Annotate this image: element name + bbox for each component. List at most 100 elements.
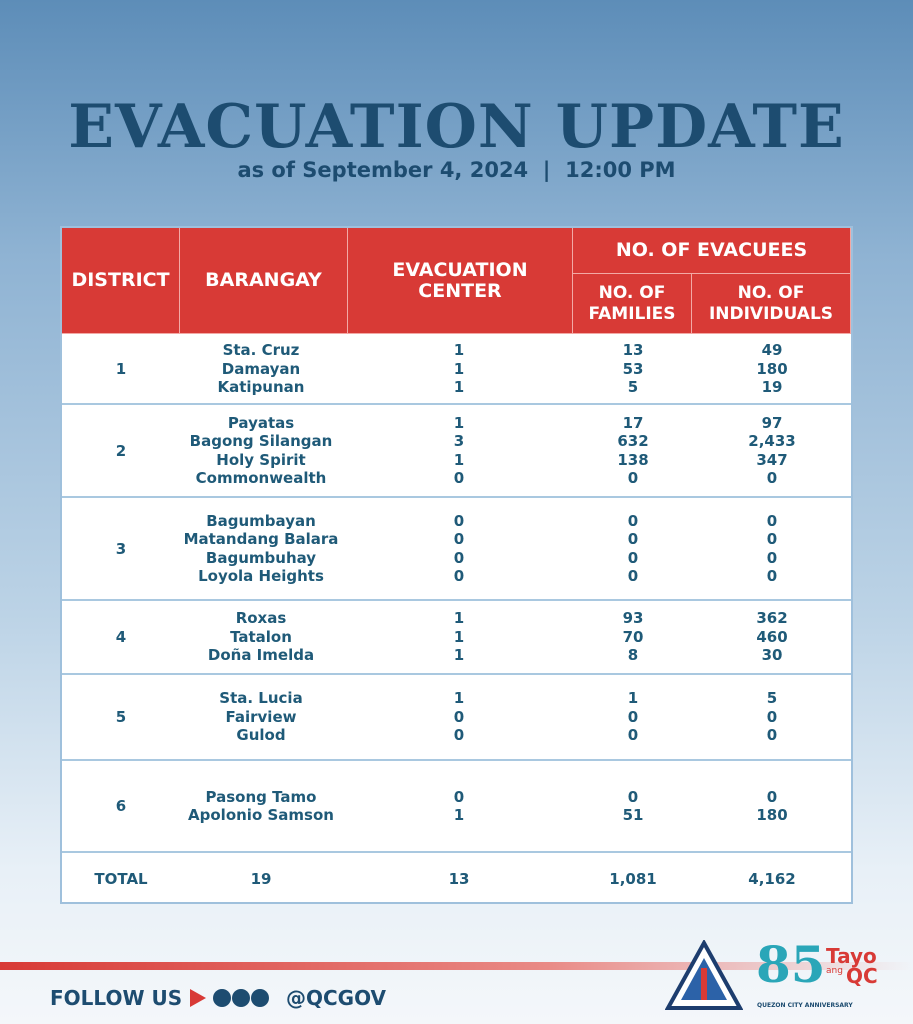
family-count: 17 — [622, 413, 644, 432]
center-count: 0 — [453, 726, 465, 745]
family-count: 0 — [627, 567, 639, 585]
individual-count: 180 — [756, 806, 788, 824]
center-count: 3 — [453, 432, 465, 450]
individual-count: 180 — [756, 359, 788, 378]
center-count: 1 — [453, 450, 465, 469]
barangay: Bagumbayan — [206, 511, 316, 530]
individual-count: 347 — [756, 450, 788, 469]
family-count: 1 — [627, 689, 639, 708]
individual-count: 0 — [766, 726, 778, 745]
individual-count: 2,433 — [748, 432, 796, 450]
center-count: 1 — [453, 646, 465, 665]
family-count: 0 — [627, 530, 639, 548]
title: EVACUATION UPDATE — [68, 92, 845, 162]
individual-count: 0 — [766, 787, 778, 806]
row-divider — [62, 673, 851, 675]
handle: @QCGOV — [286, 986, 387, 1010]
evacuation-table: DISTRICT BARANGAY EVACUATION CENTER NO. OF … — [60, 226, 853, 904]
follow-label: FOLLOW US — [50, 986, 183, 1010]
individual-count: 30 — [761, 646, 783, 665]
center-count: 0 — [453, 707, 465, 726]
social-icons — [190, 989, 269, 1007]
family-count: 0 — [627, 469, 639, 487]
barangay: Holy Spirit — [216, 450, 306, 469]
center-count: 0 — [453, 548, 465, 567]
row-divider — [62, 599, 851, 601]
date: as of September 4, 2024 — [237, 158, 529, 182]
row-divider — [62, 759, 851, 761]
center-count: 0 — [453, 787, 465, 806]
city-seal — [665, 940, 743, 1010]
anniversary-mark: 85 — [756, 935, 826, 994]
header-families: NO. OF FAMILIES — [573, 274, 692, 334]
center-count: 1 — [453, 359, 465, 378]
family-count: 0 — [627, 707, 639, 726]
subtitle: as of September 4, 2024 | 12:00 PM — [237, 158, 676, 182]
individual-count: 19 — [761, 378, 783, 397]
total-value: 13 — [448, 870, 470, 888]
barangay: Matandang Balara — [183, 530, 339, 548]
family-count: 70 — [622, 627, 644, 646]
individual-count: 0 — [766, 707, 778, 726]
center-count: 1 — [453, 378, 465, 397]
individual-count: 0 — [766, 548, 778, 567]
logo-tayo: Tayo — [826, 944, 877, 968]
individual-count: 0 — [766, 567, 778, 585]
family-count: 53 — [622, 359, 644, 378]
barangay: Fairview — [225, 707, 297, 726]
family-count: 13 — [622, 341, 644, 360]
family-count: 0 — [627, 548, 639, 567]
center-count: 0 — [453, 567, 465, 585]
footer-rule — [0, 962, 913, 970]
family-count: 138 — [617, 450, 649, 469]
logo-qc: QC — [846, 964, 878, 988]
individual-count: 362 — [756, 609, 788, 628]
family-count: 0 — [627, 787, 639, 806]
family-count: 5 — [627, 378, 639, 397]
barangay: Sta. Cruz — [222, 341, 300, 360]
district-number: 5 — [115, 708, 127, 726]
center-count: 1 — [453, 341, 465, 360]
district-number: 2 — [115, 441, 127, 460]
total-label: TOTAL — [94, 870, 148, 888]
barangay: Roxas — [235, 609, 287, 628]
individual-count: 97 — [761, 413, 783, 432]
header-individuals: NO. OF INDIVIDUALS — [692, 274, 851, 334]
barangay: Payatas — [227, 413, 295, 432]
barangay: Bagong Silangan — [189, 432, 333, 450]
individual-count: 0 — [766, 530, 778, 548]
barangay: Doña Imelda — [207, 646, 315, 665]
row-divider — [62, 496, 851, 498]
center-count: 1 — [453, 413, 465, 432]
total-value: 1,081 — [609, 870, 657, 888]
time: 12:00 PM — [565, 158, 676, 182]
total-value: 19 — [250, 870, 272, 888]
district-number: 6 — [115, 797, 127, 815]
row-divider — [62, 851, 851, 853]
barangay: Sta. Lucia — [219, 689, 303, 708]
individual-count: 460 — [756, 627, 788, 646]
center-count: 0 — [453, 469, 465, 487]
individual-count: 0 — [766, 511, 778, 530]
family-count: 0 — [627, 511, 639, 530]
center-count: 1 — [453, 806, 465, 824]
barangay: Bagumbuhay — [205, 548, 317, 567]
logo-caption: QUEZON CITY ANNIVERSARY — [757, 1002, 853, 1009]
family-count: 632 — [617, 432, 649, 450]
barangay: Damayan — [221, 359, 301, 378]
barangay: Katipunan — [217, 378, 305, 397]
center-count: 1 — [453, 609, 465, 628]
center-count: 1 — [453, 627, 465, 646]
header-center: EVACUATION CENTER — [348, 228, 573, 334]
total-value: 4,162 — [748, 870, 796, 888]
district-number: 4 — [115, 628, 127, 646]
header-barangay: BARANGAY — [180, 228, 348, 334]
individual-count: 5 — [766, 689, 778, 708]
header-evacuees: NO. OF EVACUEES — [573, 228, 851, 274]
row-divider — [62, 403, 851, 405]
barangay: Tatalon — [230, 627, 292, 646]
barangay: Pasong Tamo — [205, 787, 317, 806]
family-count: 51 — [622, 806, 644, 824]
center-count: 0 — [453, 530, 465, 548]
